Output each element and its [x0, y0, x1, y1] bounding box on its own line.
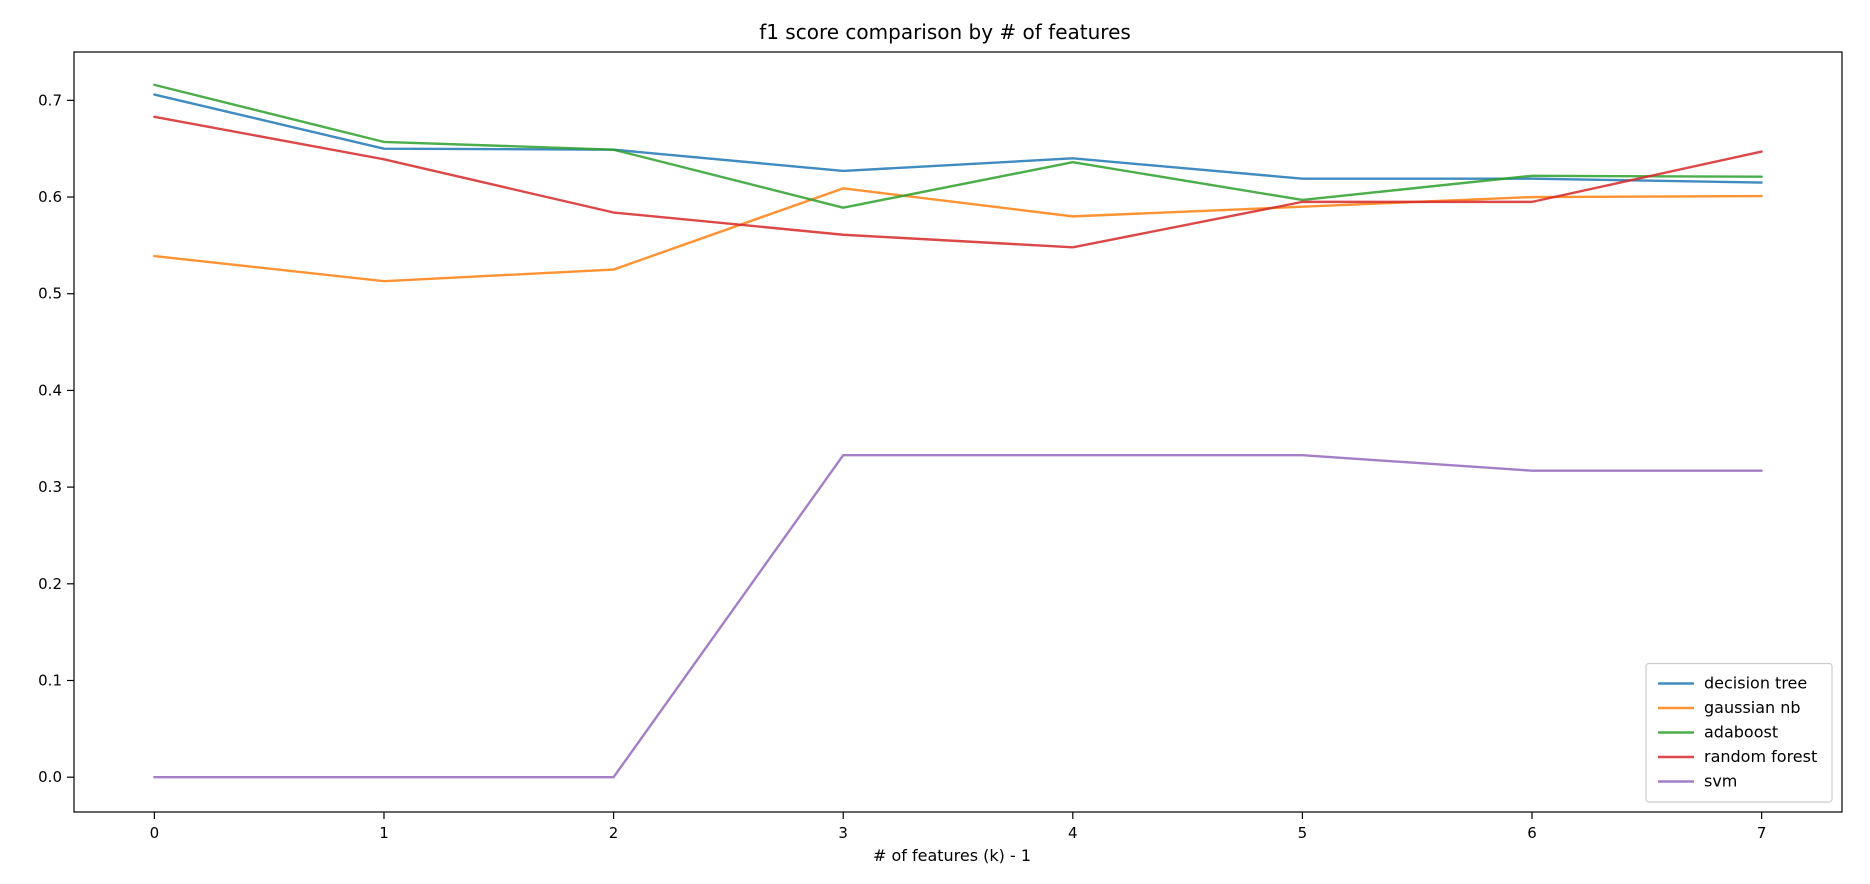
- series-line-random-forest: [153, 115, 1763, 249]
- y-tick-label: 0.3: [38, 478, 62, 496]
- chart-title: f1 score comparison by # of features: [759, 20, 1131, 44]
- y-tick-label: 0.6: [38, 188, 62, 206]
- x-tick-label: 7: [1757, 824, 1767, 842]
- series-layer: [153, 83, 1763, 779]
- legend-label: adaboost: [1704, 723, 1778, 742]
- y-tick-label: 0.2: [38, 575, 62, 593]
- legend-label: decision tree: [1704, 674, 1807, 693]
- x-tick-label: 3: [838, 824, 848, 842]
- x-axis-label: # of features (k) - 1: [873, 846, 1031, 865]
- x-tick-label: 6: [1527, 824, 1537, 842]
- y-tick-label: 0.0: [38, 768, 62, 786]
- legend-box: [1645, 662, 1833, 803]
- series-line-gaussian-nb: [153, 187, 1763, 283]
- x-tick-label: 0: [150, 824, 160, 842]
- series-line-svm: [153, 454, 1763, 779]
- y-axis: 0.0 0.1 0.2 0.3 0.4 0.5 0.6 0.7: [38, 91, 74, 786]
- legend-label: gaussian nb: [1704, 698, 1801, 717]
- legend-label: svm: [1704, 772, 1737, 791]
- y-tick-label: 0.4: [38, 381, 62, 399]
- x-axis: 0 1 2 3 4 5 6 7: [150, 812, 1767, 842]
- legend: decision tree gaussian nb adaboost random f…: [1645, 662, 1833, 803]
- x-tick-label: 5: [1298, 824, 1308, 842]
- x-tick-label: 4: [1068, 824, 1078, 842]
- x-tick-label: 2: [609, 824, 619, 842]
- y-tick-label: 0.1: [38, 671, 62, 689]
- series-line-adaboost: [153, 83, 1763, 209]
- x-tick-label: 1: [379, 824, 389, 842]
- plot-frame: [73, 51, 1843, 813]
- legend-label: random forest: [1704, 747, 1817, 766]
- y-tick-label: 0.5: [38, 285, 62, 303]
- y-tick-label: 0.7: [38, 91, 62, 109]
- plot-area: [74, 52, 1842, 812]
